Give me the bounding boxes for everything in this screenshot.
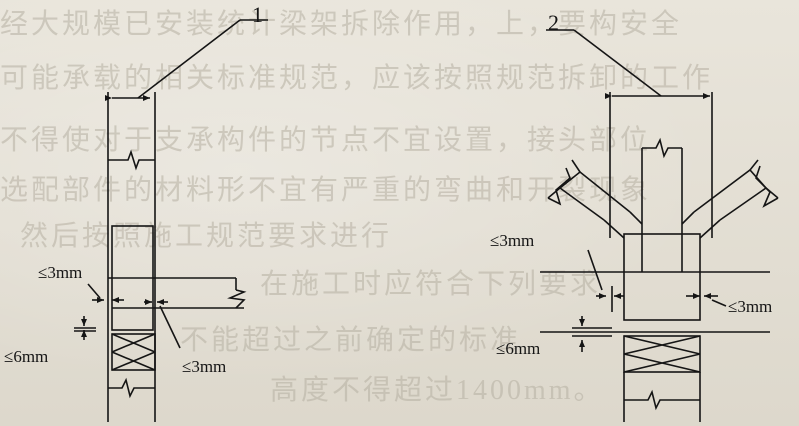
right-left-dim-leader <box>587 249 603 291</box>
background-text-line: 经大规模已安装统计梁架拆除作用，上，要构安全 <box>0 9 683 40</box>
callout-2-label: 2 <box>548 10 559 35</box>
left-dim-label-bottom: ≤3mm <box>182 357 226 376</box>
right-post-top-break <box>642 137 682 159</box>
left-cross-hatch <box>111 333 156 371</box>
right-right-brace <box>693 168 768 221</box>
left-post-bottom-break <box>108 377 155 399</box>
bottom-dim-leader <box>159 305 181 349</box>
right-dim-label-vertical: ≤6mm <box>496 339 540 358</box>
background-text-line: 高度不得超过1400mm。 <box>270 375 605 406</box>
right-joint-detail <box>540 29 779 422</box>
right-dim-label-left: ≤3mm <box>490 231 534 250</box>
background-text-line: 然后按照施工规范要求进行 <box>20 221 393 252</box>
callout-1-leader <box>137 19 241 99</box>
left-dim-leader <box>87 283 101 299</box>
right-lower-block <box>623 335 701 373</box>
left-dim-label-top: ≤3mm <box>38 263 82 282</box>
right-left-brace <box>558 170 631 221</box>
left-dim-label-vertical: ≤6mm <box>4 347 48 366</box>
right-dim-label-right: ≤3mm <box>728 297 772 316</box>
callout-1-label: 1 <box>252 2 263 27</box>
background-text-line: 在施工时应符合下列要求 <box>260 269 602 300</box>
left-lower-block <box>111 333 156 371</box>
callout-2-leader <box>573 29 662 97</box>
right-right-dim-leader <box>711 299 727 307</box>
right-bottom-break <box>624 389 700 411</box>
background-text-line: 可能承载的相关标准规范，应该按照规范拆卸的工作 <box>0 63 714 94</box>
left-post-top-break <box>108 149 155 171</box>
left-beam-break <box>227 289 247 309</box>
background-text-line: 不能超过之前确定的标准 <box>180 325 522 356</box>
right-coupler-box <box>623 233 701 321</box>
left-joint-detail <box>74 19 268 422</box>
right-cross-hatch <box>623 335 701 373</box>
